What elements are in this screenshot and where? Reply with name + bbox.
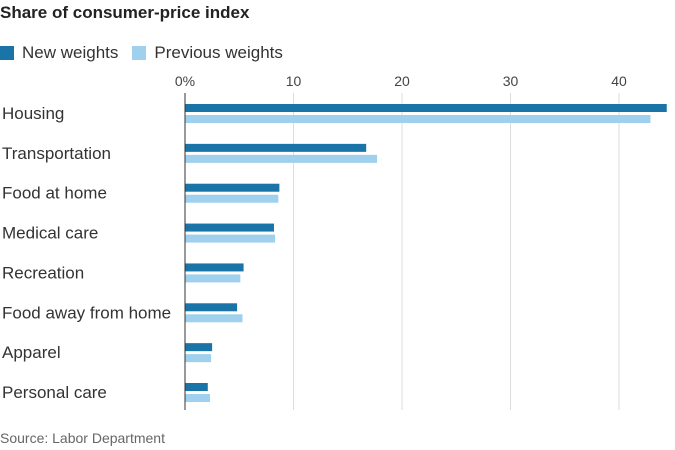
bar-new-weights-medical-care: [185, 223, 274, 232]
bar-previous-weights-medical-care: [185, 234, 276, 243]
legend-swatch-previous-weights: [132, 46, 147, 60]
category-label-recreation: Recreation: [2, 263, 84, 282]
bar-new-weights-personal-care: [185, 382, 208, 391]
bar-new-weights-housing: [185, 104, 667, 112]
bar-new-weights-recreation: [185, 263, 244, 272]
category-label-housing: Housing: [2, 104, 64, 123]
bar-new-weights-food-away-from-home: [185, 303, 238, 312]
category-label-apparel: Apparel: [2, 343, 61, 362]
legend-item-previous-weights: Previous weights: [132, 43, 283, 63]
bar-previous-weights-housing: [185, 115, 651, 123]
legend-label-new-weights: New weights: [22, 43, 119, 62]
legend: New weights Previous weights: [0, 43, 297, 63]
legend-item-new-weights: New weights: [0, 43, 118, 63]
category-label-food-away-from-home: Food away from home: [2, 303, 171, 322]
bar-previous-weights-apparel: [185, 354, 212, 363]
category-label-personal-care: Personal care: [2, 383, 107, 402]
chart-title: Share of consumer-price index: [0, 3, 250, 22]
bar-new-weights-food-at-home: [185, 183, 280, 192]
bar-previous-weights-food-at-home: [185, 194, 279, 203]
legend-swatch-new-weights: [0, 46, 14, 60]
bar-new-weights-apparel: [185, 343, 213, 352]
category-label-food-at-home: Food at home: [2, 184, 107, 203]
legend-label-previous-weights: Previous weights: [154, 43, 283, 62]
bar-previous-weights-personal-care: [185, 393, 210, 402]
category-label-medical-care: Medical care: [2, 224, 98, 243]
x-tick-label-20: 20: [394, 73, 410, 89]
bar-new-weights-transportation: [185, 143, 367, 152]
x-tick-label-10: 10: [286, 73, 302, 89]
source-note: Source: Labor Department: [0, 430, 165, 446]
bar-previous-weights-food-away-from-home: [185, 314, 243, 323]
category-label-transportation: Transportation: [2, 144, 111, 163]
bar-previous-weights-recreation: [185, 274, 241, 283]
x-tick-label-0: 0%: [175, 73, 195, 89]
x-tick-label-40: 40: [611, 73, 627, 89]
x-tick-label-30: 30: [503, 73, 519, 89]
bar-previous-weights-transportation: [185, 154, 378, 163]
